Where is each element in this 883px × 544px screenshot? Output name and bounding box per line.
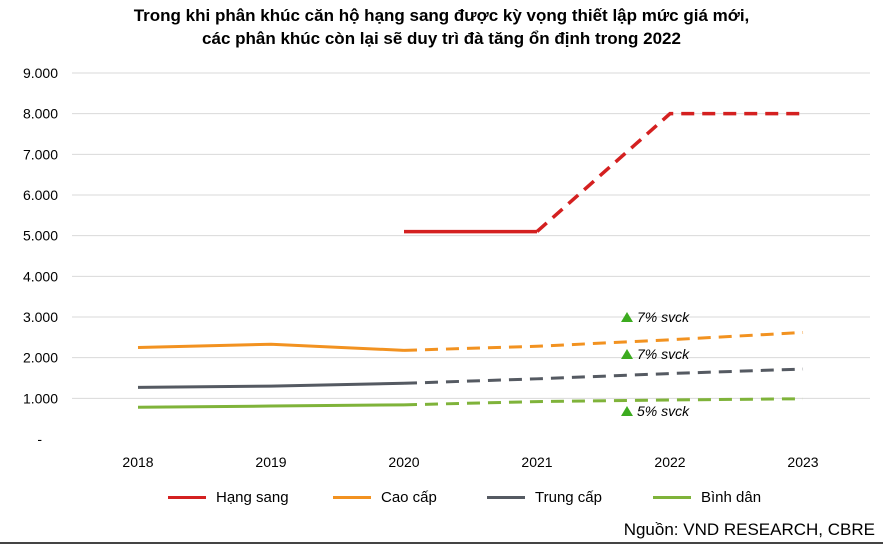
y-tick-label: 8.000 bbox=[23, 106, 58, 122]
legend-label-binh-dan: Bình dân bbox=[701, 489, 762, 506]
y-tick-label: 9.000 bbox=[23, 65, 58, 81]
x-tick-label: 2019 bbox=[255, 454, 286, 470]
legend-label-trung-cap: Trung cấp bbox=[535, 489, 602, 506]
series-line-forecast bbox=[403, 367, 804, 385]
series-line-forecast bbox=[403, 330, 804, 352]
series-line-forecast bbox=[403, 397, 804, 407]
x-tick-label: 2020 bbox=[388, 454, 419, 470]
source-note: Nguồn: VND RESEARCH, CBRE bbox=[623, 520, 875, 539]
up-triangle-icon bbox=[621, 349, 633, 359]
legend-label-cao-cap: Cao cấp bbox=[381, 489, 437, 506]
legend-swatch-trung-cap bbox=[487, 496, 525, 499]
annotation-label: 5% svck bbox=[637, 403, 690, 419]
chart-title-line2: các phân khúc còn lại sẽ duy trì đà tăng… bbox=[202, 29, 681, 48]
legend-swatch-cao-cap bbox=[333, 496, 371, 499]
legend-label-hang-sang: Hạng sang bbox=[216, 489, 289, 506]
y-tick-label: 1.000 bbox=[23, 390, 58, 406]
up-triangle-icon bbox=[621, 312, 633, 322]
legend-item-hang-sang: Hạng sang bbox=[168, 489, 289, 506]
y-tick-label: 5.000 bbox=[23, 228, 58, 244]
x-axis-ticks: 2018 2019 2020 2021 2022 2023 bbox=[122, 454, 818, 470]
series-lines bbox=[137, 111, 804, 409]
annotations: 7% svck 7% svck 5% svck bbox=[621, 309, 690, 419]
x-tick-label: 2021 bbox=[521, 454, 552, 470]
legend-swatch-binh-dan bbox=[653, 496, 691, 499]
y-tick-label: 4.000 bbox=[23, 268, 58, 284]
chart-title-line1: Trong khi phân khúc căn hộ hạng sang đượ… bbox=[133, 6, 750, 25]
y-tick-label: - bbox=[37, 431, 42, 447]
y-tick-label: 2.000 bbox=[23, 350, 58, 366]
series-line-forecast bbox=[535, 111, 803, 233]
series-line-actual bbox=[137, 381, 405, 389]
up-triangle-icon bbox=[621, 406, 633, 416]
legend-item-cao-cap: Cao cấp bbox=[333, 489, 437, 506]
legend-item-binh-dan: Bình dân bbox=[653, 489, 761, 506]
series-line-actual bbox=[137, 403, 405, 409]
y-tick-label: 3.000 bbox=[23, 309, 58, 325]
y-axis-ticks: - 1.000 2.000 3.000 4.000 5.000 6.000 7.000 8.00… bbox=[23, 65, 58, 447]
legend-swatch-hang-sang bbox=[168, 496, 206, 499]
x-tick-label: 2023 bbox=[787, 454, 818, 470]
gridlines bbox=[72, 72, 870, 399]
annotation-label: 7% svck bbox=[637, 309, 690, 325]
y-tick-label: 6.000 bbox=[23, 187, 58, 203]
x-tick-label: 2022 bbox=[654, 454, 685, 470]
legend: Hạng sang Cao cấp Trung cấp Bình dân bbox=[0, 489, 883, 513]
legend-item-trung-cap: Trung cấp bbox=[487, 489, 602, 506]
y-tick-label: 7.000 bbox=[23, 146, 58, 162]
line-chart: - 1.000 2.000 3.000 4.000 5.000 6.000 7.000 8.00… bbox=[23, 65, 870, 470]
chart-title: Trong khi phân khúc căn hộ hạng sang đượ… bbox=[0, 4, 883, 50]
bottom-rule bbox=[0, 542, 883, 544]
annotation-label: 7% svck bbox=[637, 346, 690, 362]
series-line-actual bbox=[137, 342, 405, 352]
x-tick-label: 2018 bbox=[122, 454, 153, 470]
